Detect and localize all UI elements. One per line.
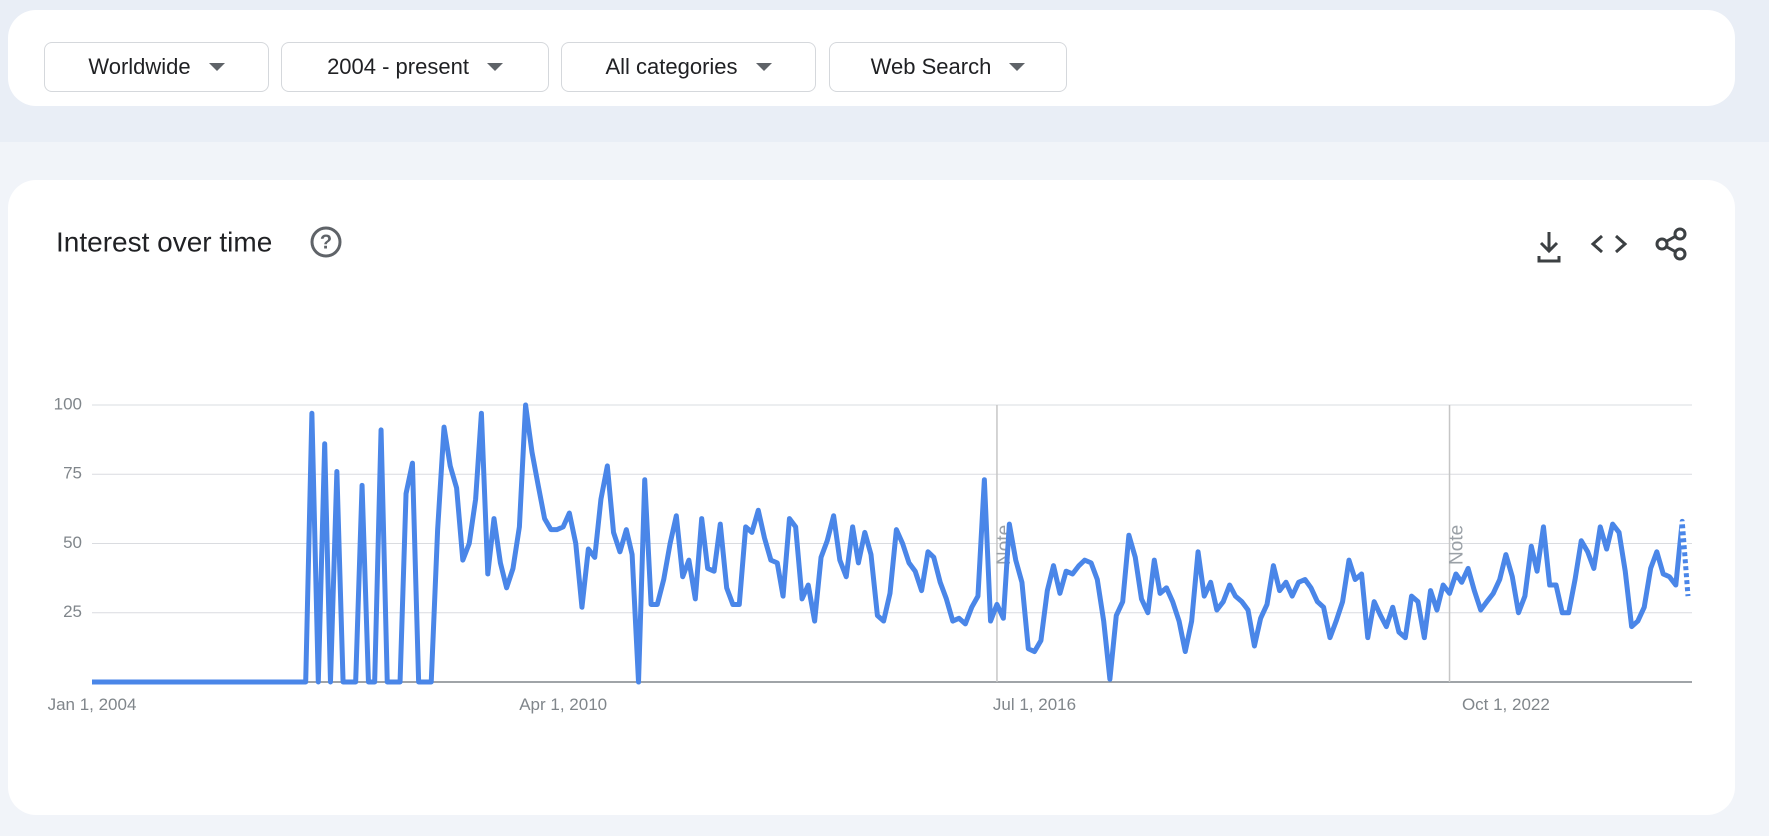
partial-data-gap — [1679, 521, 1691, 597]
filter-label: Web Search — [870, 54, 992, 79]
filter-category[interactable]: All categories — [561, 42, 816, 92]
x-tick-label: Jul 1, 2016 — [993, 695, 1076, 714]
filter-label: All categories — [605, 54, 738, 79]
chart-card — [8, 180, 1735, 815]
svg-text:?: ? — [320, 231, 332, 253]
y-tick-label: 75 — [63, 464, 82, 483]
x-tick-label: Oct 1, 2022 — [1462, 695, 1550, 714]
download-icon[interactable] — [1537, 232, 1561, 263]
chart-title: Interest over time — [56, 226, 272, 257]
x-tick-label: Apr 1, 2010 — [519, 695, 607, 714]
filter-time[interactable]: 2004 - present — [281, 42, 549, 92]
help-icon[interactable]: ? — [310, 226, 342, 258]
x-tick-label: Jan 1, 2004 — [48, 695, 137, 714]
y-tick-label: 25 — [63, 602, 82, 621]
note-label: Note — [1447, 525, 1468, 565]
share-icon[interactable] — [1655, 227, 1687, 261]
y-tick-label: 50 — [63, 533, 82, 552]
filter-location[interactable]: Worldwide — [44, 42, 269, 92]
embed-icon[interactable] — [1590, 234, 1628, 254]
trend-line — [92, 402, 1691, 685]
y-tick-label: 100 — [54, 394, 82, 413]
filter-label: Worldwide — [88, 54, 191, 79]
filter-search-type[interactable]: Web Search — [829, 42, 1067, 92]
filter-bar: Worldwide 2004 - present All categories … — [8, 10, 1735, 106]
filter-label: 2004 - present — [327, 54, 469, 79]
